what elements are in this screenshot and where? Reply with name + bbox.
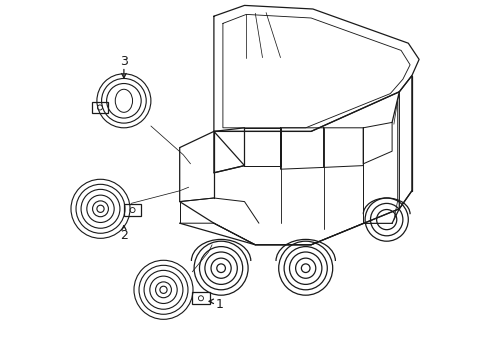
- Bar: [123, 204, 141, 216]
- Text: 3: 3: [120, 55, 127, 68]
- Text: 1: 1: [215, 298, 223, 311]
- Bar: [92, 102, 108, 113]
- Text: 2: 2: [120, 229, 127, 242]
- Bar: [192, 292, 209, 304]
